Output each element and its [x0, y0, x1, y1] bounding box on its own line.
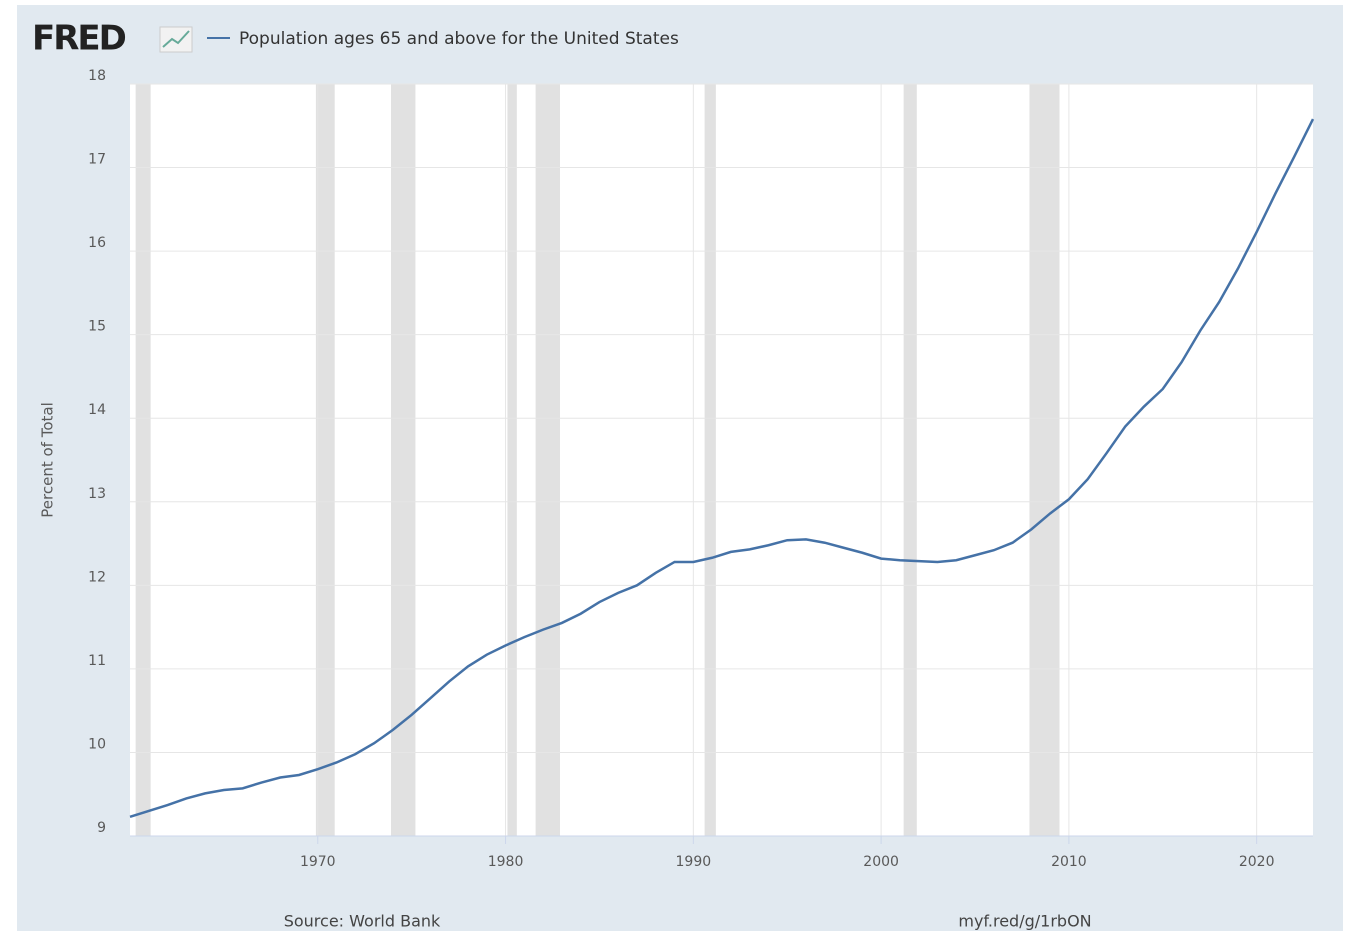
- x-tick-label: 1980: [488, 854, 524, 870]
- source: Source: World Bank: [284, 912, 441, 931]
- y-tick-label: 14: [88, 402, 106, 418]
- recession-band: [903, 84, 917, 836]
- recession-band: [135, 84, 151, 836]
- recession-band: [1029, 84, 1060, 836]
- series-line: [129, 118, 1315, 818]
- plot-area: [130, 84, 1313, 836]
- y-axis-label: Percent of Total: [39, 402, 57, 517]
- link: myf.red/g/1rbON: [958, 912, 1091, 931]
- recession-band: [535, 84, 561, 836]
- y-tick-label: 16: [88, 235, 106, 251]
- y-tick-label: 15: [88, 319, 106, 335]
- recession-band: [391, 84, 416, 836]
- y-tick-label: 10: [88, 736, 106, 752]
- y-tick-label: 11: [88, 653, 106, 669]
- x-tick-label: 2010: [1051, 854, 1087, 870]
- x-tick-label: 1970: [300, 854, 336, 870]
- y-tick-label: 9: [97, 820, 106, 836]
- logo: FRED: [32, 19, 126, 59]
- recession-band: [315, 84, 335, 836]
- x-tick-label: 1990: [676, 854, 712, 870]
- y-tick-label: 18: [88, 68, 106, 84]
- plot: 9 10 11 12 13 14 15 16 17 18 1970 1980 1990 2000 2010 2…: [88, 68, 1315, 870]
- x-tick-label: 2020: [1239, 854, 1275, 870]
- legend-label: Population ages 65 and above for the Uni…: [239, 29, 679, 49]
- y-tick-label: 12: [88, 569, 106, 585]
- x-tick-label: 2000: [863, 854, 899, 870]
- logo-icon: [159, 26, 193, 53]
- y-tick-label: 13: [88, 486, 106, 502]
- y-tick-label: 17: [88, 152, 106, 168]
- recession-band: [507, 84, 517, 836]
- recession-band: [704, 84, 716, 836]
